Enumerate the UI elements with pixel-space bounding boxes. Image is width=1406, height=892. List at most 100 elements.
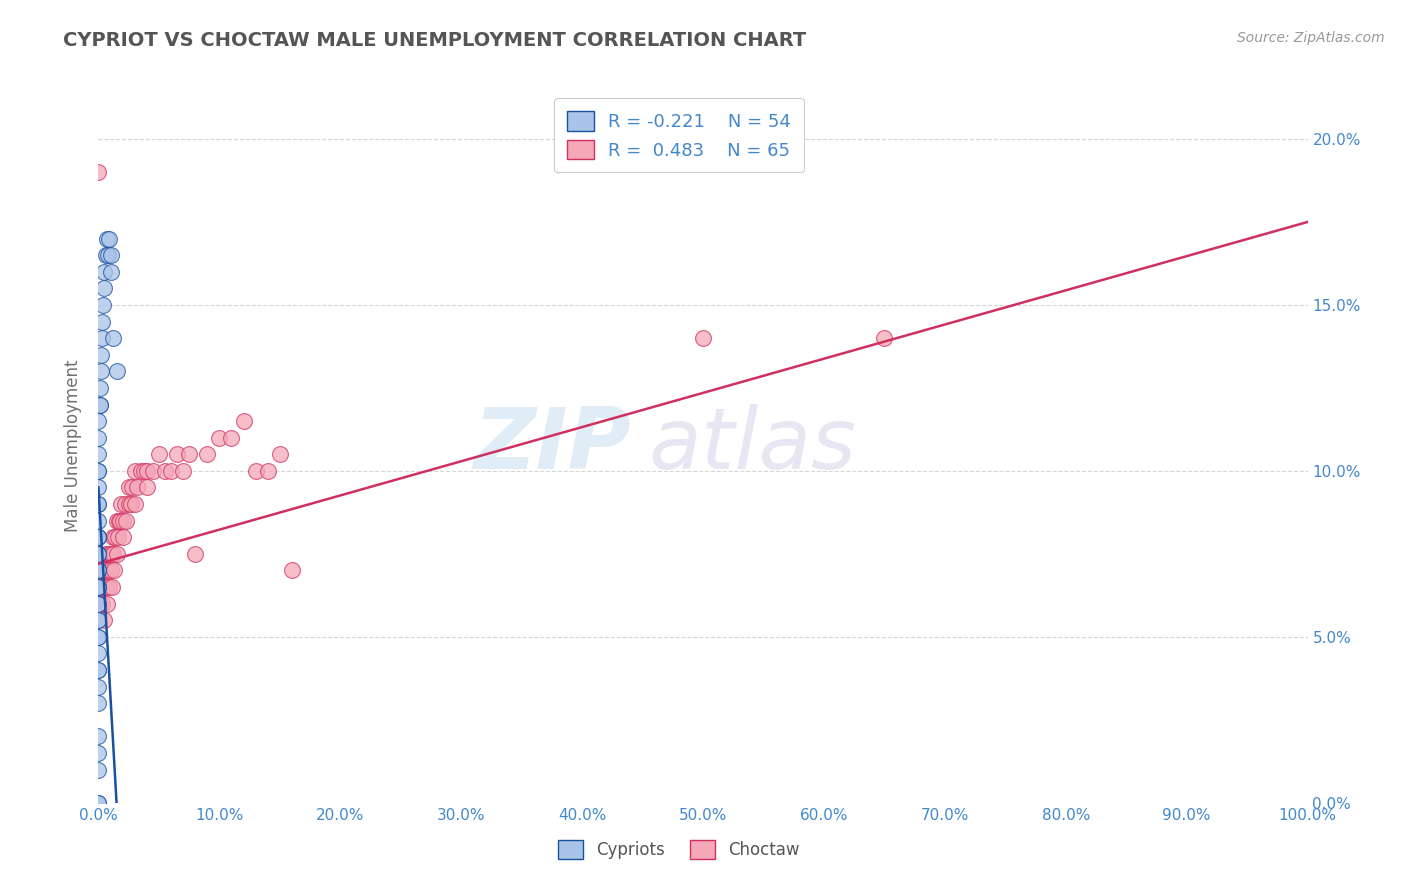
Point	[87, 497, 110, 511]
Point	[100, 564, 122, 578]
Point	[107, 530, 129, 544]
Point	[100, 248, 122, 262]
Point	[91, 331, 114, 345]
Point	[89, 597, 111, 611]
Point	[120, 497, 142, 511]
Point	[91, 597, 114, 611]
Text: atlas: atlas	[648, 404, 856, 488]
Point	[87, 630, 110, 644]
Text: Source: ZipAtlas.com: Source: ZipAtlas.com	[1237, 31, 1385, 45]
Point	[179, 447, 201, 461]
Point	[142, 464, 165, 478]
Point	[87, 547, 110, 561]
Point	[269, 447, 291, 461]
Point	[115, 514, 138, 528]
Point	[873, 331, 896, 345]
Point	[105, 364, 128, 378]
Point	[87, 564, 110, 578]
Point	[160, 464, 183, 478]
Point	[111, 530, 134, 544]
Point	[91, 564, 114, 578]
Point	[87, 497, 110, 511]
Point	[153, 464, 176, 478]
Point	[87, 564, 110, 578]
Point	[100, 580, 122, 594]
Text: CYPRIOT VS CHOCTAW MALE UNEMPLOYMENT CORRELATION CHART: CYPRIOT VS CHOCTAW MALE UNEMPLOYMENT COR…	[63, 31, 807, 50]
Point	[221, 431, 243, 445]
Point	[208, 431, 231, 445]
Point	[89, 397, 111, 411]
Point	[94, 547, 117, 561]
Point	[121, 481, 143, 495]
Legend: Cypriots, Choctaw: Cypriots, Choctaw	[551, 834, 807, 866]
Point	[87, 647, 110, 661]
Point	[87, 580, 110, 594]
Point	[87, 464, 110, 478]
Point	[94, 580, 117, 594]
Point	[91, 314, 114, 328]
Point	[111, 514, 134, 528]
Point	[101, 530, 124, 544]
Point	[87, 464, 110, 478]
Point	[97, 248, 120, 262]
Point	[96, 231, 118, 245]
Point	[195, 447, 218, 461]
Point	[87, 680, 110, 694]
Point	[87, 796, 110, 810]
Point	[110, 497, 132, 511]
Point	[98, 231, 121, 245]
Point	[87, 613, 110, 627]
Text: ZIP: ZIP	[472, 404, 630, 488]
Point	[90, 364, 112, 378]
Point	[89, 381, 111, 395]
Point	[94, 248, 117, 262]
Point	[93, 281, 115, 295]
Point	[91, 580, 114, 594]
Point	[129, 464, 152, 478]
Point	[87, 746, 110, 760]
Point	[118, 497, 141, 511]
Point	[87, 630, 110, 644]
Point	[90, 348, 112, 362]
Point	[89, 397, 111, 411]
Point	[87, 414, 110, 428]
Point	[108, 514, 131, 528]
Point	[692, 331, 714, 345]
Point	[96, 597, 118, 611]
Point	[87, 580, 110, 594]
Point	[87, 663, 110, 677]
Point	[100, 265, 122, 279]
Point	[245, 464, 267, 478]
Point	[105, 514, 128, 528]
Point	[166, 447, 188, 461]
Point	[103, 564, 125, 578]
Point	[87, 763, 110, 777]
Point	[98, 547, 121, 561]
Point	[87, 514, 110, 528]
Point	[97, 564, 120, 578]
Point	[87, 613, 110, 627]
Point	[101, 331, 124, 345]
Point	[87, 597, 110, 611]
Point	[256, 464, 278, 478]
Point	[135, 464, 157, 478]
Point	[87, 165, 110, 179]
Point	[87, 530, 110, 544]
Point	[87, 547, 110, 561]
Point	[118, 481, 141, 495]
Point	[135, 481, 157, 495]
Point	[91, 298, 114, 312]
Point	[87, 580, 110, 594]
Point	[87, 663, 110, 677]
Point	[87, 597, 110, 611]
Point	[93, 580, 115, 594]
Point	[184, 547, 207, 561]
Point	[87, 431, 110, 445]
Point	[134, 464, 156, 478]
Point	[124, 464, 146, 478]
Point	[104, 530, 127, 544]
Point	[87, 696, 110, 710]
Point	[93, 564, 115, 578]
Point	[87, 481, 110, 495]
Point	[90, 580, 112, 594]
